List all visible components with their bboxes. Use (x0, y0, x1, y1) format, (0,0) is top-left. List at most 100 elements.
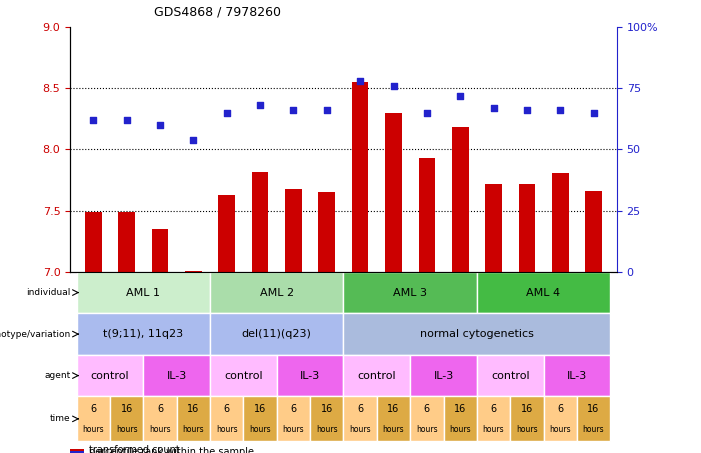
Text: hours: hours (116, 425, 137, 434)
Text: genotype/variation: genotype/variation (0, 330, 71, 338)
Text: IL-3: IL-3 (300, 371, 320, 381)
FancyBboxPatch shape (343, 272, 477, 313)
FancyBboxPatch shape (377, 396, 410, 441)
FancyBboxPatch shape (77, 272, 210, 313)
Text: hours: hours (383, 425, 404, 434)
Text: hours: hours (283, 425, 304, 434)
FancyBboxPatch shape (177, 396, 210, 441)
Point (522, 107, 533, 114)
Text: transformed count: transformed count (89, 445, 180, 453)
Point (388, 82, 399, 90)
FancyBboxPatch shape (343, 396, 377, 441)
Text: control: control (358, 371, 396, 381)
Bar (85, 212, 102, 272)
Text: 16: 16 (254, 404, 266, 414)
Bar (152, 229, 168, 272)
Text: percentile rank within the sample: percentile rank within the sample (89, 447, 254, 453)
Text: control: control (91, 371, 130, 381)
FancyBboxPatch shape (310, 396, 343, 441)
Text: hours: hours (416, 425, 437, 434)
Text: agent: agent (45, 371, 71, 380)
Text: hours: hours (83, 425, 104, 434)
FancyBboxPatch shape (210, 396, 243, 441)
FancyBboxPatch shape (477, 396, 510, 441)
Text: 6: 6 (224, 404, 230, 414)
Bar (452, 127, 468, 272)
Text: 6: 6 (357, 404, 363, 414)
Text: 16: 16 (320, 404, 333, 414)
Text: individual: individual (27, 288, 71, 297)
FancyBboxPatch shape (277, 355, 343, 396)
Point (488, 104, 499, 111)
FancyBboxPatch shape (77, 355, 144, 396)
FancyBboxPatch shape (144, 396, 177, 441)
Bar (552, 173, 569, 272)
Point (421, 109, 433, 116)
Text: hours: hours (583, 425, 604, 434)
Point (321, 107, 332, 114)
Text: time: time (50, 414, 71, 424)
Text: AML 4: AML 4 (526, 288, 561, 298)
Bar (185, 270, 202, 272)
Text: hours: hours (349, 425, 371, 434)
Point (554, 107, 566, 114)
Bar (118, 212, 135, 272)
Text: 16: 16 (521, 404, 533, 414)
FancyBboxPatch shape (543, 355, 610, 396)
FancyBboxPatch shape (110, 396, 144, 441)
Text: 16: 16 (388, 404, 400, 414)
Bar (70, 449, 84, 450)
Bar (252, 172, 268, 272)
Text: normal cytogenetics: normal cytogenetics (420, 329, 533, 339)
Point (454, 92, 465, 99)
Bar (385, 113, 402, 272)
Text: IL-3: IL-3 (167, 371, 187, 381)
Point (88, 116, 99, 124)
Bar (318, 192, 335, 272)
Bar (585, 191, 602, 272)
Text: GDS4868 / 7978260: GDS4868 / 7978260 (154, 5, 281, 18)
FancyBboxPatch shape (577, 396, 610, 441)
Text: hours: hours (550, 425, 571, 434)
Text: 16: 16 (187, 404, 200, 414)
Point (121, 116, 132, 124)
Text: control: control (224, 371, 263, 381)
Bar (485, 184, 502, 272)
Text: hours: hours (216, 425, 238, 434)
FancyBboxPatch shape (343, 313, 610, 355)
Point (222, 109, 233, 116)
Point (355, 77, 366, 85)
FancyBboxPatch shape (477, 272, 610, 313)
FancyBboxPatch shape (343, 355, 410, 396)
Point (288, 107, 299, 114)
Text: 6: 6 (90, 404, 97, 414)
FancyBboxPatch shape (410, 396, 444, 441)
FancyBboxPatch shape (543, 396, 577, 441)
Text: 16: 16 (587, 404, 599, 414)
Text: del(11)(q23): del(11)(q23) (242, 329, 312, 339)
Text: AML 2: AML 2 (260, 288, 294, 298)
Text: t(9;11), 11q23: t(9;11), 11q23 (103, 329, 184, 339)
FancyBboxPatch shape (77, 396, 110, 441)
Text: 6: 6 (424, 404, 430, 414)
Text: 16: 16 (121, 404, 133, 414)
Bar (285, 188, 302, 272)
Point (188, 136, 199, 143)
FancyBboxPatch shape (144, 355, 210, 396)
Point (588, 109, 599, 116)
Text: hours: hours (149, 425, 171, 434)
Text: 6: 6 (157, 404, 163, 414)
FancyBboxPatch shape (477, 355, 543, 396)
Text: AML 3: AML 3 (393, 288, 427, 298)
Text: hours: hours (183, 425, 204, 434)
Text: hours: hours (449, 425, 471, 434)
Bar (219, 195, 235, 272)
Text: 6: 6 (491, 404, 496, 414)
FancyBboxPatch shape (77, 313, 210, 355)
FancyBboxPatch shape (210, 313, 343, 355)
FancyBboxPatch shape (210, 355, 277, 396)
Bar (418, 158, 435, 272)
Text: IL-3: IL-3 (566, 371, 587, 381)
Text: hours: hours (316, 425, 338, 434)
Bar (70, 451, 84, 453)
